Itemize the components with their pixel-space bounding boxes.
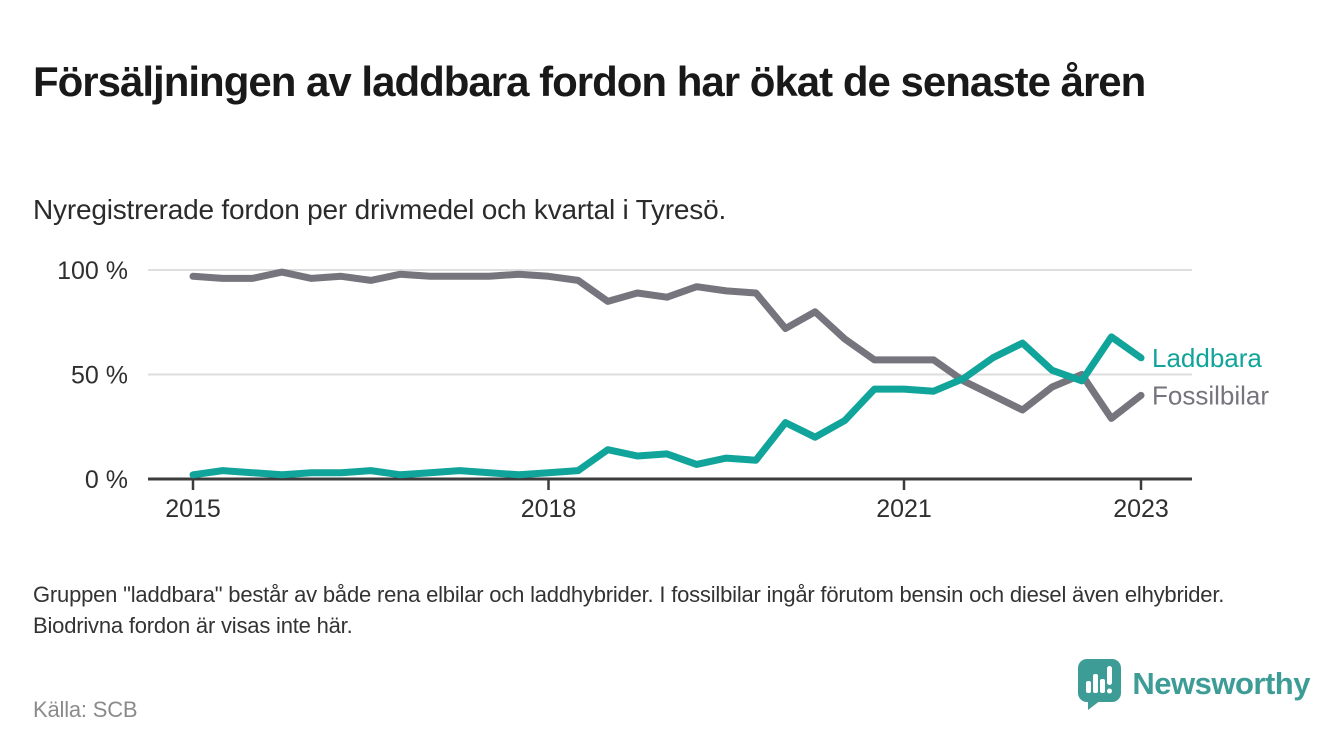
newsworthy-logo[interactable]: Newsworthy (1077, 656, 1310, 712)
line-chart: 0 % 50 % 100 % 2015 2018 2021 2023 Laddbara Foss… (57, 257, 1269, 523)
legend-label-laddbara: Laddbara (1152, 343, 1262, 373)
page-title: Försäljningen av laddbara fordon har öka… (33, 58, 1146, 106)
y-tick-label-100: 100 % (57, 257, 128, 285)
source-label: Källa: SCB (33, 697, 138, 722)
x-tick-label-2023: 2023 (1113, 495, 1169, 523)
series-line-fossilbilar (189, 268, 1145, 422)
x-tick-label-2018: 2018 (521, 495, 577, 523)
series-line-laddbara (189, 333, 1145, 479)
chart-subtitle: Nyregistrerade fordon per drivmedel och … (33, 194, 727, 225)
x-tick-label-2015: 2015 (165, 495, 221, 523)
y-tick-label-0: 0 % (85, 466, 128, 494)
y-tick-label-50: 50 % (71, 361, 128, 389)
x-tick-label-2021: 2021 (876, 495, 932, 523)
legend-label-fossilbilar: Fossilbilar (1152, 380, 1269, 410)
newsworthy-logo-icon (1078, 658, 1122, 710)
brand-name: Newsworthy (1132, 666, 1310, 701)
chart-footnote: Gruppen "laddbara" består av både rena e… (33, 582, 1225, 638)
